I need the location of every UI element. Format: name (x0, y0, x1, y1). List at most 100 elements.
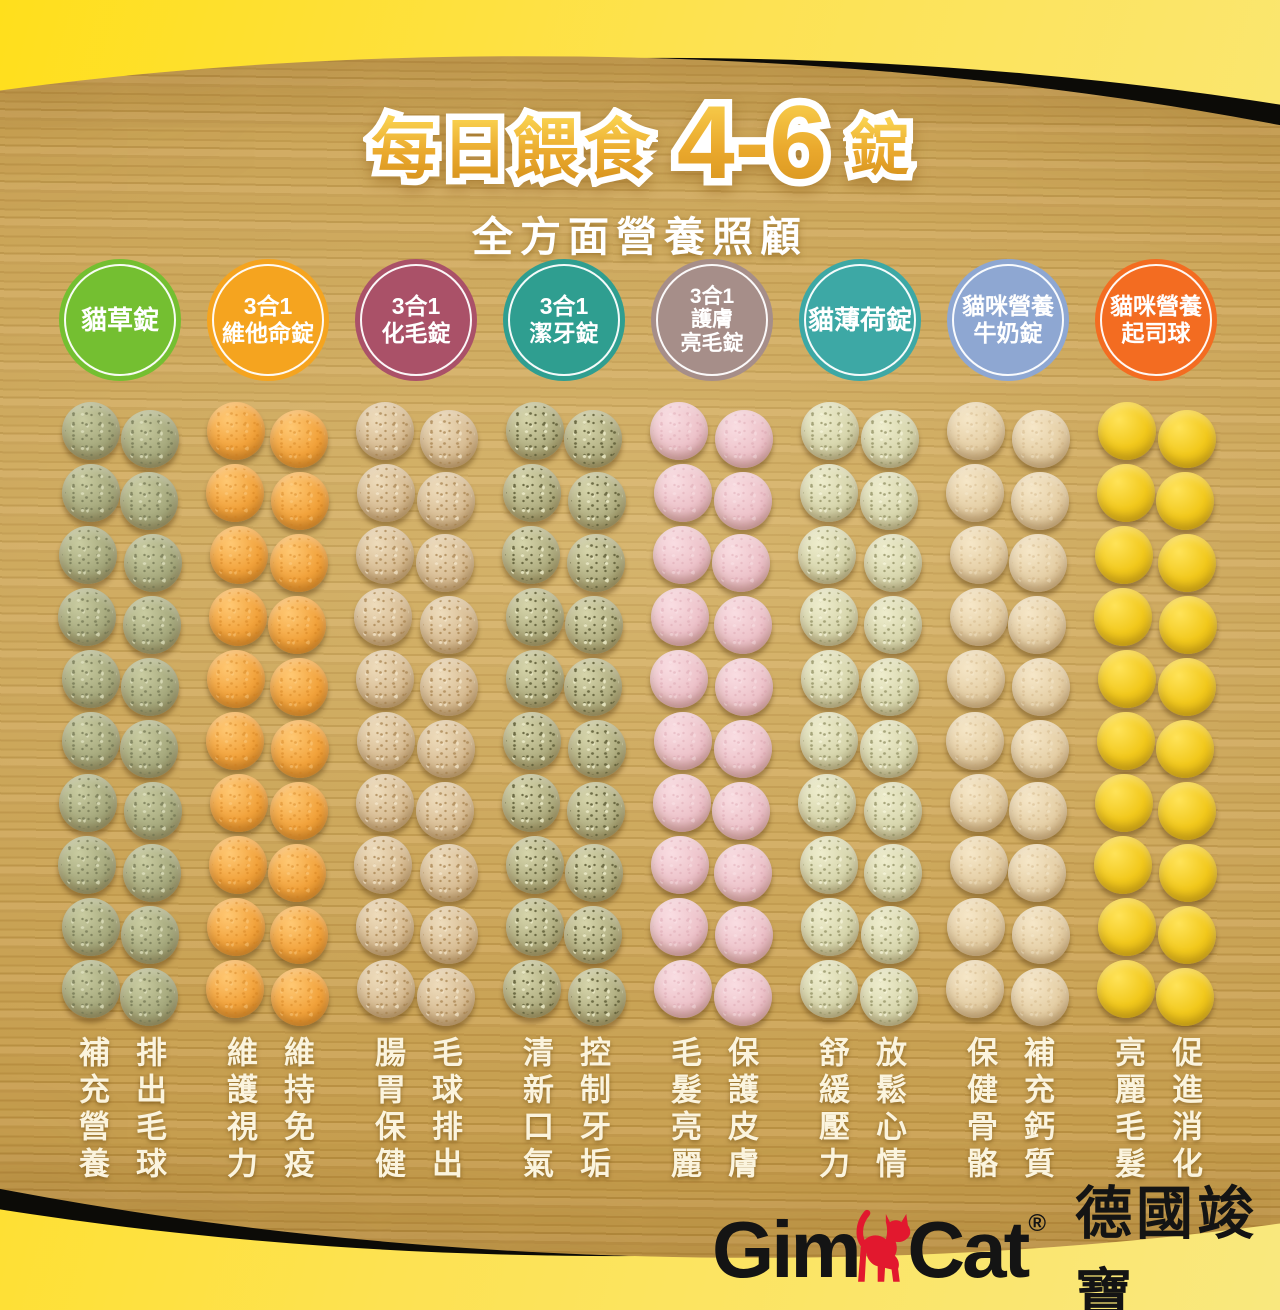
pill-product-3 (354, 836, 412, 894)
pill-product-1 (120, 968, 178, 1026)
pill-product-7 (947, 898, 1005, 956)
brand-chinese-name: 德國竣寶 (1075, 1181, 1258, 1310)
pill-product-5 (715, 906, 773, 964)
pill-product-5 (714, 968, 772, 1026)
pill-product-7 (1011, 968, 1069, 1026)
pill-product-1 (62, 402, 120, 460)
pill-product-5 (650, 898, 708, 956)
badge-label-line: 牛奶錠 (973, 320, 1043, 346)
pill-product-2 (207, 402, 265, 460)
pill-product-5 (651, 836, 709, 894)
product-badge-3: 3合1 化毛錠 (355, 259, 477, 381)
pill-product-5 (653, 774, 711, 832)
pill-product-6 (861, 658, 919, 716)
benefit-pair-1: 補充營養 排出毛球 (50, 1036, 190, 1184)
pill-product-7 (950, 836, 1008, 894)
pill-product-6 (864, 844, 922, 902)
pill-product-1 (124, 534, 182, 592)
pill-product-8 (1158, 906, 1216, 964)
pill-product-2 (206, 464, 264, 522)
pill-product-8 (1158, 410, 1216, 468)
pill-product-5 (650, 402, 708, 460)
pill-product-7 (1008, 596, 1066, 654)
pill-product-4 (506, 650, 564, 708)
benefit-left-text: 腸胃保健 (370, 1036, 405, 1184)
pill-product-8 (1158, 658, 1216, 716)
benefit-left-text: 舒緩壓力 (814, 1036, 849, 1184)
pill-product-6 (800, 712, 858, 770)
pill-product-6 (860, 472, 918, 530)
pill-product-2 (268, 844, 326, 902)
pill-product-8 (1098, 650, 1156, 708)
pill-product-8 (1159, 596, 1217, 654)
badge-label-line: 貓咪營養 (962, 292, 1054, 319)
headline-suffix-text: 錠 (849, 115, 910, 182)
pill-product-6 (861, 410, 919, 468)
pill-product-3 (357, 712, 415, 770)
pill-product-4 (568, 472, 626, 530)
pill-product-8 (1097, 464, 1155, 522)
pill-product-2 (207, 650, 265, 708)
pill-product-7 (1012, 658, 1070, 716)
pill-product-5 (654, 960, 712, 1018)
pill-product-1 (62, 712, 120, 770)
pill-product-7 (947, 650, 1005, 708)
pill-product-3 (356, 402, 414, 460)
pill-product-4 (503, 960, 561, 1018)
pill-product-5 (654, 712, 712, 770)
pill-product-1 (121, 658, 179, 716)
headline-dose-outline: 4-6 (669, 78, 834, 209)
badge-label-line: 3合1 (539, 292, 589, 319)
benefit-pair-2: 維護視力 維持免疫 (198, 1036, 338, 1184)
benefit-left-text: 補充營養 (74, 1036, 109, 1184)
pill-product-3 (420, 658, 478, 716)
pill-product-8 (1098, 402, 1156, 460)
brand-gim-text: Gim (712, 1205, 862, 1294)
pill-product-2 (270, 658, 328, 716)
product-badge-5: 3合1 護膚 亮毛錠 (651, 259, 773, 381)
pill-product-1 (120, 720, 178, 778)
pill-product-7 (1012, 906, 1070, 964)
benefit-left-text: 亮麗毛髮 (1110, 1036, 1145, 1184)
benefit-pair-5: 毛髮亮麗 保護皮膚 (642, 1036, 782, 1184)
pill-product-7 (950, 774, 1008, 832)
benefit-right-text: 控制牙垢 (575, 1036, 610, 1184)
pill-product-7 (1009, 534, 1067, 592)
pill-product-7 (1011, 720, 1069, 778)
headline-dose-text: 4-6 (676, 85, 828, 201)
pill-product-4 (567, 782, 625, 840)
benefit-pair-3: 腸胃保健 毛球排出 (346, 1036, 486, 1184)
subtitle: 全方面營養照顧 (472, 214, 808, 260)
pill-product-3 (420, 844, 478, 902)
pill-product-7 (950, 526, 1008, 584)
pill-product-1 (59, 526, 117, 584)
benefit-right-text: 維持免疫 (279, 1036, 314, 1184)
pill-product-7 (947, 402, 1005, 460)
badge-label-line: 貓草錠 (80, 304, 159, 335)
pill-product-2 (209, 588, 267, 646)
product-badge-2: 3合1 維他命錠 (207, 259, 329, 381)
pill-product-5 (650, 650, 708, 708)
headline-prefix-outline: 每日餵食 (364, 96, 656, 192)
pill-product-1 (62, 898, 120, 956)
pill-product-5 (714, 844, 772, 902)
pill-product-7 (946, 464, 1004, 522)
headline-suffix-outline: 錠 (843, 100, 916, 189)
pill-product-8 (1098, 898, 1156, 956)
pill-product-3 (356, 650, 414, 708)
pill-product-4 (506, 836, 564, 894)
pill-product-8 (1095, 774, 1153, 832)
pill-product-1 (124, 782, 182, 840)
benefit-right-text: 保護皮膚 (723, 1036, 758, 1184)
benefit-pair-7: 保健骨骼 補充鈣質 (938, 1036, 1078, 1184)
pill-product-6 (864, 596, 922, 654)
product-badge-4: 3合1 潔牙錠 (503, 259, 625, 381)
pill-product-2 (270, 410, 328, 468)
pill-product-8 (1158, 782, 1216, 840)
pill-product-8 (1156, 720, 1214, 778)
pill-product-3 (356, 526, 414, 584)
pill-product-3 (417, 472, 475, 530)
pill-product-5 (651, 588, 709, 646)
pill-product-8 (1097, 960, 1155, 1018)
